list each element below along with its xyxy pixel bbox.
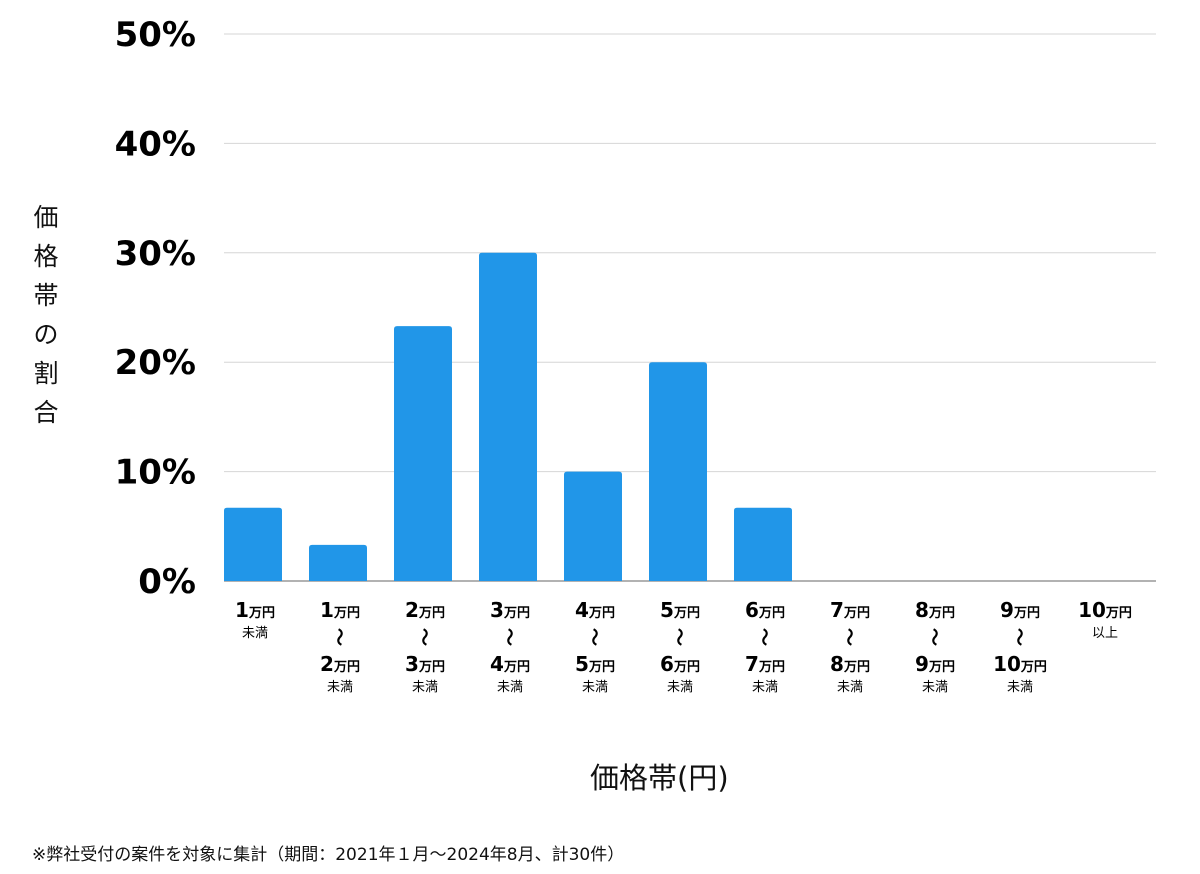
x-tick-separator: 〜 xyxy=(498,628,519,646)
y-axis-label-char: 合 xyxy=(33,398,59,427)
x-tick-label: 10万円 xyxy=(1078,598,1132,622)
x-tick-separator: 〜 xyxy=(328,628,349,646)
x-tick-label: 3万円 xyxy=(490,598,530,622)
x-tick-separator: 〜 xyxy=(668,628,689,646)
x-tick-label: 未満 xyxy=(1007,680,1033,695)
footnote: ※弊社受付の案件を対象に集計（期間：2021年１月〜2024年8月、計30件） xyxy=(32,845,625,865)
x-tick-label: 5万円 xyxy=(575,652,615,676)
y-axis-ticks: 0% 10% 20% 30% 40% 50% xyxy=(115,15,196,602)
y-tick-label: 20% xyxy=(115,343,196,383)
bar-chart: 0%10%20%30%40%50% 1万円未満1万円〜2万円未満2万円〜3万円未… xyxy=(115,15,1156,695)
x-tick-separator: 〜 xyxy=(838,628,859,646)
x-tick-label: 1万円 xyxy=(235,598,275,622)
x-tick-label: 2万円 xyxy=(320,652,360,676)
y-tick-label: 50% xyxy=(115,15,196,55)
y-axis-label-char: 格 xyxy=(33,242,59,271)
x-tick-label: 1万円 xyxy=(320,598,360,622)
bar xyxy=(649,362,707,581)
x-tick-label: 未満 xyxy=(667,680,693,695)
x-tick-separator: 〜 xyxy=(583,628,604,646)
x-tick-label: 3万円 xyxy=(405,652,445,676)
bar xyxy=(564,471,622,581)
bar xyxy=(309,544,367,581)
x-tick-label: 未満 xyxy=(837,680,863,695)
x-tick-label: 未満 xyxy=(327,680,353,695)
x-tick-label: 8万円 xyxy=(915,598,955,622)
x-tick-label: 未満 xyxy=(497,680,523,695)
x-tick-separator: 〜 xyxy=(923,628,944,646)
bar xyxy=(734,507,792,581)
x-tick-label: 未満 xyxy=(582,680,608,695)
x-axis-label: 価格帯(円) xyxy=(590,761,729,795)
x-tick-label: 以上 xyxy=(1092,626,1118,641)
x-tick-label: 9万円 xyxy=(1000,598,1040,622)
x-tick-label: 7万円 xyxy=(830,598,870,622)
y-axis-label-char: の xyxy=(33,320,59,349)
y-tick-label: 10% xyxy=(115,453,196,493)
y-axis-label: 価格帯の割合 xyxy=(28,198,64,432)
x-tick-separator: 〜 xyxy=(1008,628,1029,646)
y-tick-label: 40% xyxy=(115,124,196,164)
bars xyxy=(224,252,792,582)
bar xyxy=(224,507,282,581)
x-tick-label: 未満 xyxy=(412,680,438,695)
y-tick-label: 0% xyxy=(138,562,196,602)
x-tick-label: 10万円 xyxy=(993,652,1047,676)
bar xyxy=(479,252,537,582)
x-tick-label: 未満 xyxy=(242,626,268,641)
x-tick-separator: 〜 xyxy=(413,628,434,646)
x-tick-label: 6万円 xyxy=(660,652,700,676)
x-tick-label: 未満 xyxy=(922,680,948,695)
x-axis-ticks: 1万円未満1万円〜2万円未満2万円〜3万円未満3万円〜4万円未満4万円〜5万円未… xyxy=(235,598,1132,695)
x-tick-label: 2万円 xyxy=(405,598,445,622)
x-tick-label: 7万円 xyxy=(745,652,785,676)
x-tick-label: 9万円 xyxy=(915,652,955,676)
x-tick-label: 5万円 xyxy=(660,598,700,622)
x-tick-label: 4万円 xyxy=(490,652,530,676)
y-axis-label-char: 帯 xyxy=(33,281,59,310)
y-axis-label-char: 価 xyxy=(33,203,59,232)
x-tick-label: 未満 xyxy=(752,680,778,695)
x-tick-label: 8万円 xyxy=(830,652,870,676)
x-tick-separator: 〜 xyxy=(753,628,774,646)
x-tick-label: 4万円 xyxy=(575,598,615,622)
bar xyxy=(394,326,452,581)
x-tick-label: 6万円 xyxy=(745,598,785,622)
y-tick-label: 30% xyxy=(115,234,196,274)
y-axis-label-char: 割 xyxy=(33,359,59,388)
